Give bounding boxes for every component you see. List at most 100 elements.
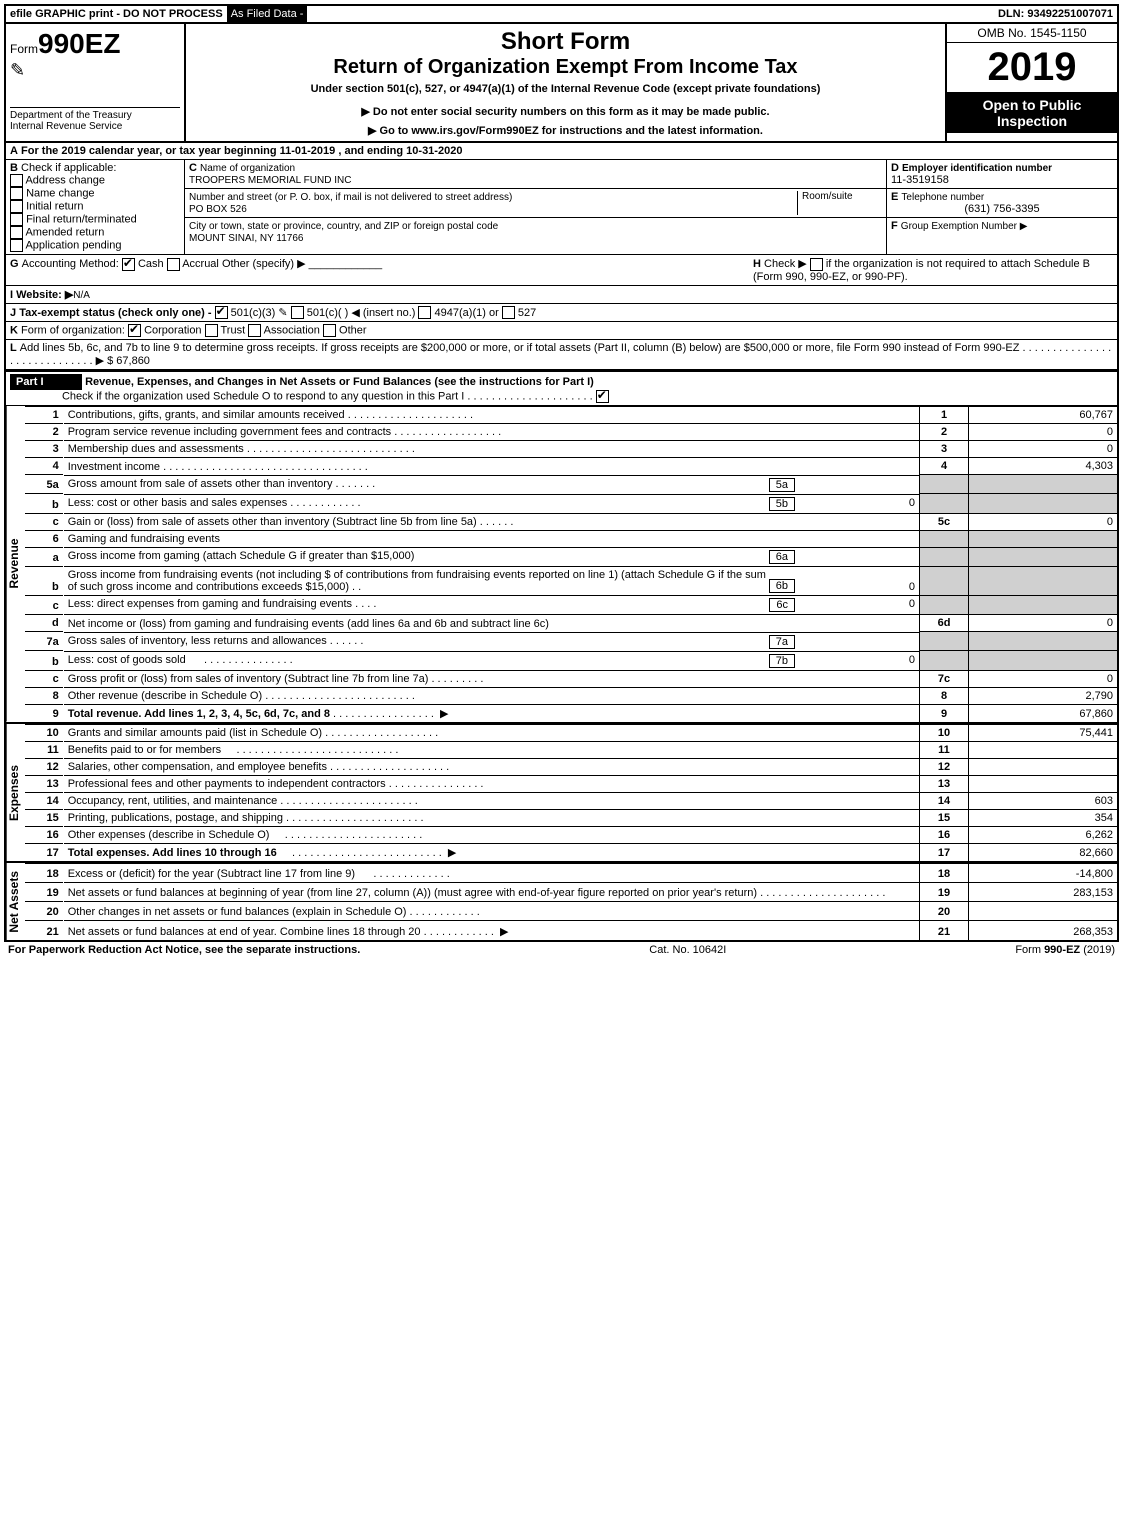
line7b-sv: 0 [795,654,915,668]
label-h: H [753,258,761,270]
form-number: Form990EZ [10,28,180,60]
expenses-table: 10 Grants and similar amounts paid (list … [25,724,1117,861]
line17-val: 82,660 [969,843,1118,861]
line19-rn: 19 [920,882,969,901]
line7a-desc: Gross sales of inventory, less returns a… [68,635,327,647]
line20-rn: 20 [920,901,969,920]
line-18: 18Excess or (deficit) for the year (Subt… [25,863,1117,882]
part1-title: Revenue, Expenses, and Changes in Net As… [85,376,594,388]
check-accrual[interactable] [167,258,180,271]
address-change: Address change [25,174,105,186]
street-label: Number and street (or P. O. box, if mail… [189,192,512,203]
check-pending[interactable] [10,239,23,252]
footer: For Paperwork Reduction Act Notice, see … [4,942,1119,958]
omb-label: OMB No. 1545-1150 [947,24,1117,43]
label-j: J [10,307,16,319]
line-14: 14Occupancy, rent, utilities, and mainte… [25,792,1117,809]
check-h[interactable] [810,258,823,271]
line13-val [969,775,1118,792]
line5c-val: 0 [969,513,1118,530]
opt-other-org: Other [339,325,367,337]
row-j: J Tax-exempt status (check only one) - 5… [6,304,1117,323]
group-label: Group Exemption Number ▶ [901,221,1028,232]
part1-check-text: Check if the organization used Schedule … [62,391,464,403]
line5b-desc: Less: cost or other basis and sales expe… [68,497,288,509]
check-amended[interactable] [10,226,23,239]
amended-return: Amended return [25,226,104,238]
efile-label: efile GRAPHIC print - DO NOT PROCESS [6,6,227,22]
check-other-org[interactable] [323,324,336,337]
line19-desc: Net assets or fund balances at beginning… [68,887,757,899]
line7b-desc: Less: cost of goods sold [68,654,186,666]
line11-desc: Benefits paid to or for members [68,744,221,756]
line-5c: cGain or (loss) from sale of assets othe… [25,513,1117,530]
return-title: Return of Organization Exempt From Incom… [190,56,941,79]
label-l: L [10,342,17,354]
check-501c[interactable] [291,306,304,319]
ein-label: Employer identification number [902,163,1052,174]
initial-return: Initial return [26,200,83,212]
city-label: City or town, state or province, country… [189,221,498,232]
line7a-sb: 7a [769,635,795,649]
line5b-sb: 5b [769,497,795,511]
final-return: Final return/terminated [26,213,137,225]
row-gh: G Accounting Method: Cash Accrual Other … [6,255,1117,286]
col-d: D Employer identification number 11-3519… [887,160,1117,254]
line6-desc: Gaming and fundraising events [63,530,919,547]
line9-desc: Total revenue. Add lines 1, 2, 3, 4, 5c,… [68,708,330,720]
line16-val: 6,262 [969,826,1118,843]
footer-left: For Paperwork Reduction Act Notice, see … [8,944,360,956]
line10-desc: Grants and similar amounts paid (list in… [68,727,322,739]
check-part1-scho[interactable] [596,390,609,403]
opt-527: 527 [518,307,536,319]
line2-desc: Program service revenue including govern… [68,426,391,438]
line-7c: cGross profit or (loss) from sales of in… [25,670,1117,687]
line10-rn: 10 [920,724,969,741]
check-trust[interactable] [205,324,218,337]
check-initial[interactable] [10,200,23,213]
check-cash[interactable] [122,258,135,271]
org-info-row: B Check if applicable: Address change Na… [6,160,1117,255]
line20-val [969,901,1118,920]
opt-trust: Trust [220,325,245,337]
check-name[interactable] [10,187,23,200]
line12-rn: 12 [920,758,969,775]
check-527[interactable] [502,306,515,319]
line6d-val: 0 [969,615,1118,632]
check-assoc[interactable] [248,324,261,337]
check-final[interactable] [10,213,23,226]
line3-desc: Membership dues and assessments [68,443,244,455]
check-address[interactable] [10,174,23,187]
line6d-desc: Net income or (loss) from gaming and fun… [63,615,919,632]
opt-assoc: Association [264,325,320,337]
line-15: 15Printing, publications, postage, and s… [25,809,1117,826]
line8-desc: Other revenue (describe in Schedule O) [68,690,262,702]
form-container: efile GRAPHIC print - DO NOT PROCESS As … [4,4,1119,942]
line14-desc: Occupancy, rent, utilities, and maintena… [68,795,278,807]
line9-rn: 9 [920,704,969,722]
line7b-sb: 7b [769,654,795,668]
header: Form990EZ ✎ Department of the Treasury I… [6,24,1117,143]
row-i: I Website: ▶N/A [6,286,1117,304]
tel-label: Telephone number [901,192,984,203]
line-4: 4Investment income . . . . . . . . . . .… [25,458,1117,475]
line21-desc: Net assets or fund balances at end of ye… [68,926,421,938]
check-4947[interactable] [418,306,431,319]
check-501c3[interactable] [215,306,228,319]
goto-note: ▶ Go to www.irs.gov/Form990EZ for instru… [190,124,941,137]
line15-rn: 15 [920,809,969,826]
label-e: E [891,191,898,203]
g-text: Accounting Method: [22,258,119,270]
line20-desc: Other changes in net assets or fund bala… [68,906,407,918]
check-corp[interactable] [128,324,141,337]
l-arrow: ▶ [96,355,104,367]
irs-logo-icon: ✎ [10,60,180,81]
line5c-rn: 5c [920,513,969,530]
opt-corp: Corporation [144,325,201,337]
a-text: For the 2019 calendar year, or tax year … [21,145,462,157]
opt-accrual: Accrual [182,258,219,270]
label-b: B [10,162,18,174]
line1-rn: 1 [920,407,969,424]
line-6c: cLess: direct expenses from gaming and f… [25,595,1117,615]
line4-desc: Investment income [68,461,160,473]
